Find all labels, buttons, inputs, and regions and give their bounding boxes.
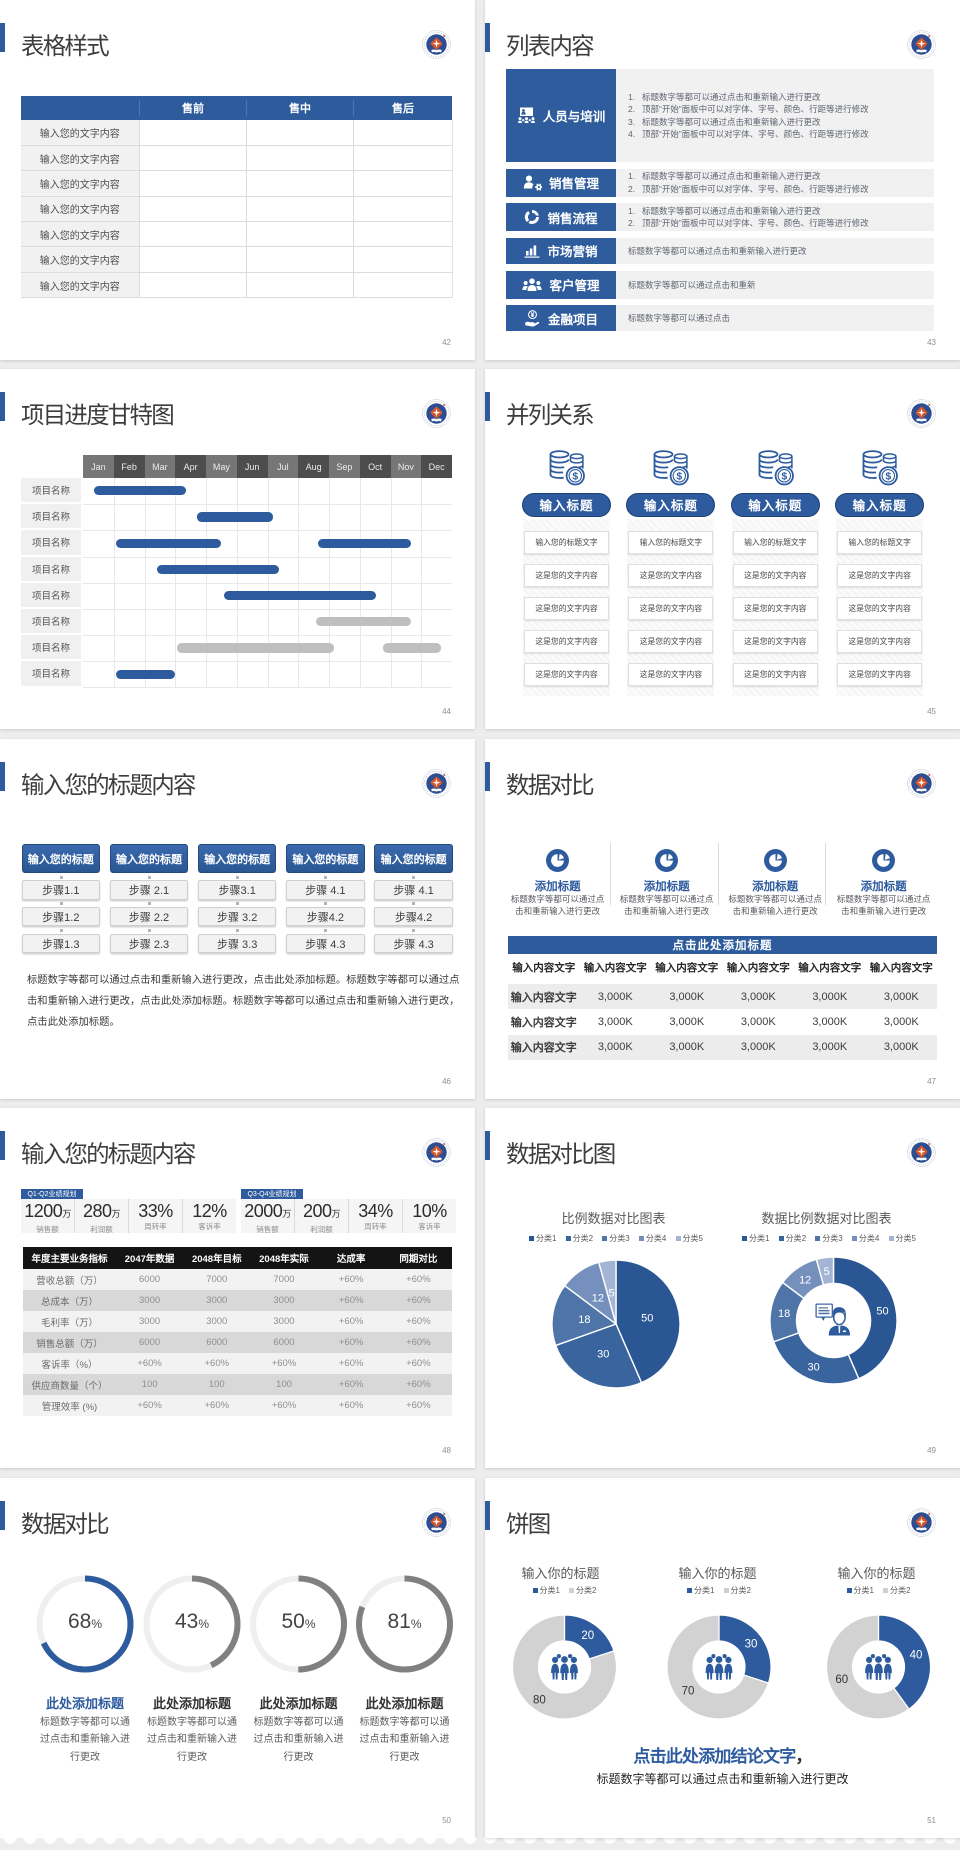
svg-text:12: 12 (799, 1274, 811, 1286)
svg-text:18: 18 (578, 1314, 590, 1326)
svg-text:20: 20 (581, 1630, 594, 1642)
svg-text:60: 60 (835, 1674, 848, 1686)
svg-text:70: 70 (682, 1685, 695, 1697)
svg-text:30: 30 (745, 1639, 758, 1651)
svg-text:12: 12 (592, 1293, 604, 1305)
svg-text:5: 5 (824, 1266, 830, 1278)
svg-text:50: 50 (876, 1305, 888, 1317)
svg-text:80: 80 (533, 1694, 546, 1706)
svg-text:40: 40 (910, 1649, 923, 1661)
svg-text:18: 18 (778, 1308, 790, 1320)
svg-text:30: 30 (597, 1348, 609, 1360)
svg-text:5: 5 (609, 1287, 615, 1299)
svg-text:50: 50 (641, 1313, 653, 1325)
svg-text:30: 30 (807, 1361, 819, 1373)
